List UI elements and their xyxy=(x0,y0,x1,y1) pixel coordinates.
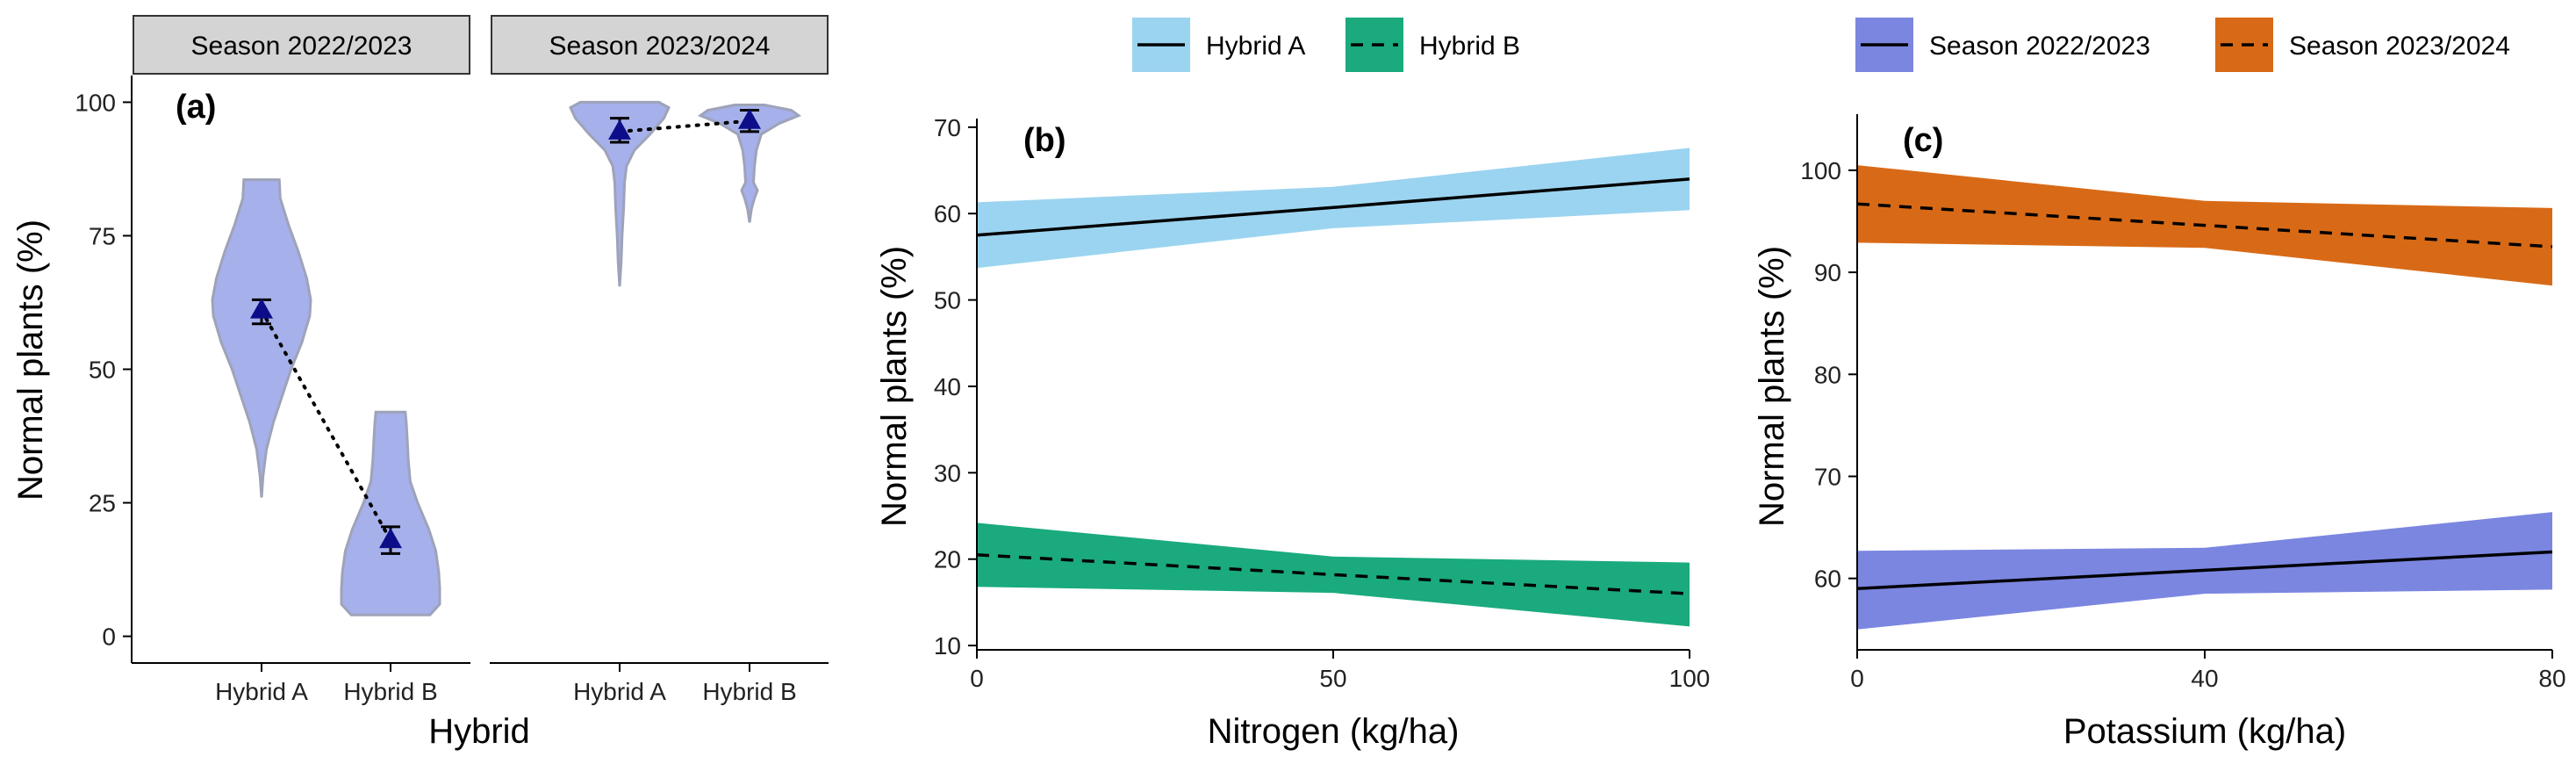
mean-point xyxy=(379,528,402,549)
legend-label: Hybrid B xyxy=(1419,32,1520,61)
panel-b-plot xyxy=(976,148,1690,627)
y-tick-label: 75 xyxy=(89,222,116,249)
x-tick-label: 0 xyxy=(970,665,984,692)
y-tick-label: 70 xyxy=(1814,463,1841,490)
line-hybrid-a xyxy=(976,177,1690,237)
x-tick-label: Hybrid B xyxy=(343,678,437,705)
mean-point xyxy=(738,108,761,129)
facet-strip-box xyxy=(133,15,470,75)
line-season-2023-2024 xyxy=(1856,202,2553,249)
panel-b: 10 20 30 40 50 60 70 0 50 100 Hybrid A Hybrid B (b… xyxy=(875,18,1710,751)
panel-b-x-title: Nitrogen (kg/ha) xyxy=(1208,712,1460,751)
line-season-2022-2023 xyxy=(1856,550,2553,591)
panel-a: Season 2022/2023 Season 2023/2024 Hybrid … xyxy=(11,15,829,751)
panel-c-y-title: Normal plants (%) xyxy=(1753,246,1791,527)
panel-c-label: (c) xyxy=(1903,122,1943,159)
x-tick-label: 100 xyxy=(1669,665,1711,692)
facet-strip-label: Season 2023/2024 xyxy=(549,32,771,61)
mean-link-line xyxy=(618,119,751,133)
y-tick-label: 50 xyxy=(934,287,961,314)
y-tick-label: 60 xyxy=(1814,566,1841,593)
panel-a-axes: Hybrid A Hybrid B Hybrid A Hybrid B 0 25 50 75 1… xyxy=(75,76,829,705)
violin-hybrid-a xyxy=(211,178,312,498)
violin-hybrid-a xyxy=(569,100,671,287)
line-hybrid-b xyxy=(976,553,1690,595)
violin-hybrid-b xyxy=(340,410,441,616)
panel-a-x-title: Hybrid xyxy=(428,712,530,751)
y-tick-label: 100 xyxy=(1800,157,1841,184)
legend-label: Hybrid A xyxy=(1206,32,1305,61)
y-tick-label: 90 xyxy=(1814,259,1841,286)
x-tick-label: 80 xyxy=(2538,665,2565,692)
panel-b-legend: Hybrid A Hybrid B xyxy=(1132,18,1520,72)
panel-c-x-title: Potassium (kg/ha) xyxy=(2063,712,2346,751)
panel-c-axes: 60 70 80 90 100 0 40 80 xyxy=(1800,114,2566,692)
mean-link-line xyxy=(260,308,392,543)
mean-links xyxy=(260,119,751,543)
y-tick-label: 20 xyxy=(934,546,961,573)
y-tick-label: 30 xyxy=(934,459,961,487)
violins xyxy=(211,100,802,616)
panel-c-plot xyxy=(1856,165,2553,630)
x-tick-label: 50 xyxy=(1319,665,1346,692)
y-tick-label: 25 xyxy=(89,490,116,517)
y-tick-label: 10 xyxy=(934,632,961,659)
panel-c-legend: Season 2022/2023 Season 2023/2024 xyxy=(1855,18,2510,72)
x-tick-label: Hybrid B xyxy=(702,678,796,705)
panel-b-label: (b) xyxy=(1023,122,1066,159)
y-tick-label: 100 xyxy=(75,89,116,116)
panel-a-y-title: Normal plants (%) xyxy=(11,220,50,501)
mean-point xyxy=(250,298,273,319)
facet-strips: Season 2022/2023 Season 2023/2024 xyxy=(133,15,829,75)
legend-label: Season 2022/2023 xyxy=(1929,32,2150,61)
violin-hybrid-b xyxy=(697,104,802,223)
panel-b-y-title: Normal plants (%) xyxy=(875,246,914,527)
mean-point xyxy=(608,119,631,140)
y-tick-label: 70 xyxy=(934,114,961,141)
x-tick-label: Hybrid A xyxy=(573,678,666,705)
y-tick-label: 0 xyxy=(102,623,116,651)
ribbon-hybrid-b xyxy=(977,523,1690,627)
y-tick-label: 80 xyxy=(1814,361,1841,388)
mean-points xyxy=(250,108,761,555)
legend-label: Season 2023/2024 xyxy=(2289,32,2510,61)
y-tick-label: 50 xyxy=(89,357,116,384)
panel-b-axes: 10 20 30 40 50 60 70 0 50 100 xyxy=(934,114,1711,692)
y-tick-label: 40 xyxy=(934,373,961,400)
x-tick-label: 0 xyxy=(1850,665,1864,692)
facet-strip-label: Season 2022/2023 xyxy=(191,32,413,61)
x-tick-label: Hybrid A xyxy=(215,678,308,705)
y-tick-label: 60 xyxy=(934,200,961,227)
x-tick-label: 40 xyxy=(2191,665,2218,692)
panel-a-label: (a) xyxy=(176,89,216,126)
facet-strip-box xyxy=(491,15,829,75)
